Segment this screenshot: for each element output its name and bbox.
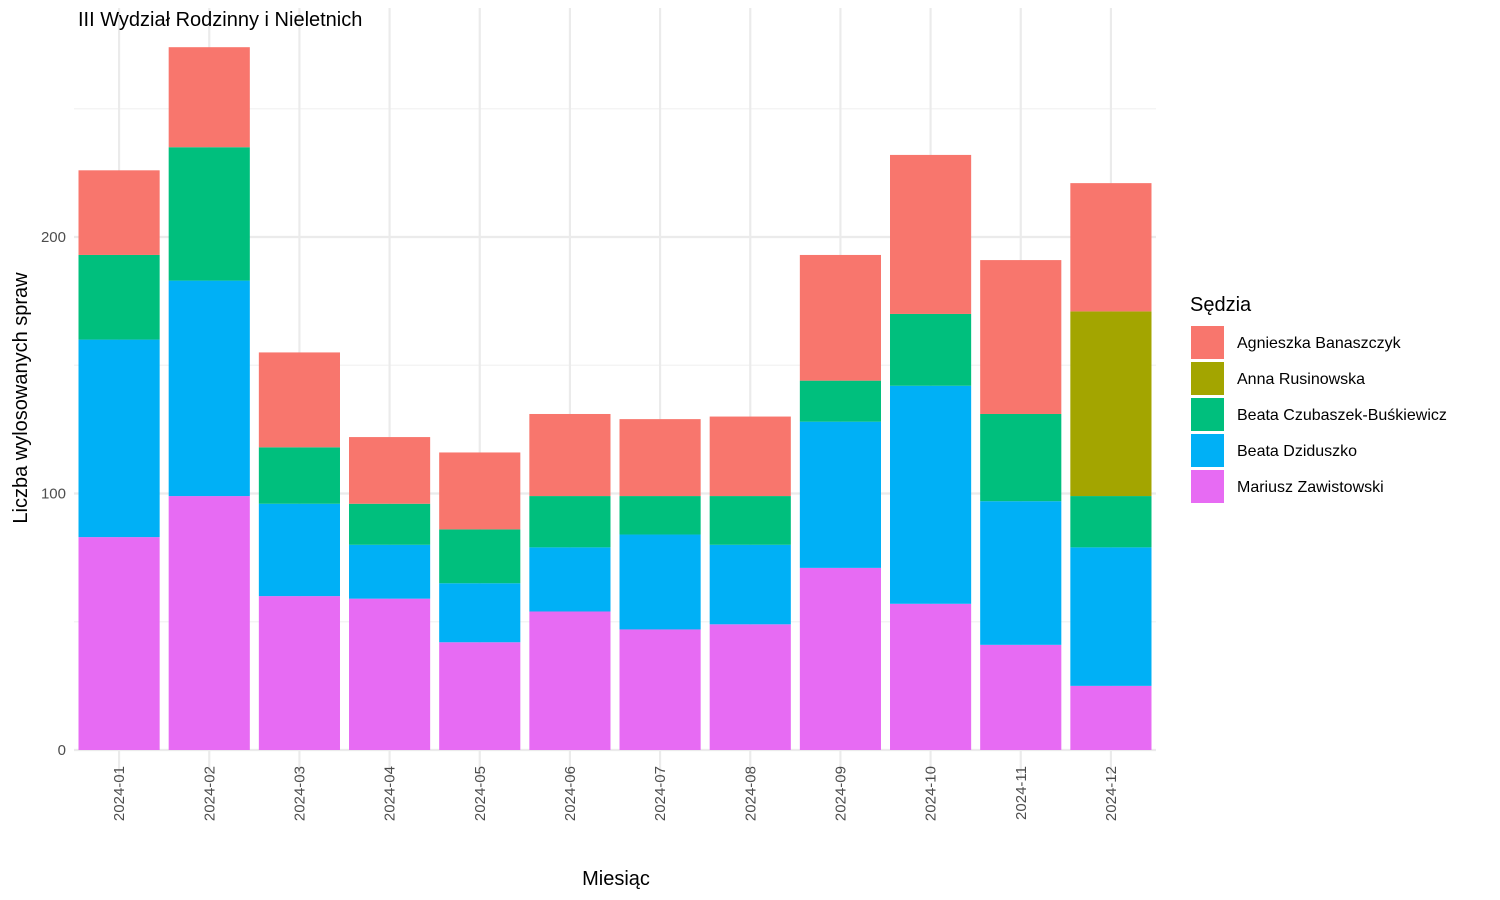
bar-segment: [1070, 685, 1152, 750]
x-axis-title: Miesiąc: [582, 868, 650, 890]
x-tick-label: 2024-07: [652, 766, 669, 821]
y-tick-label: 0: [58, 742, 66, 759]
bar-segment: [799, 421, 881, 568]
bar-segment: [709, 496, 791, 545]
bar-segment: [349, 437, 431, 504]
legend-label: Agnieszka Banaszczyk: [1237, 335, 1402, 352]
bar-segment: [619, 419, 701, 497]
y-axis-title: Liczba wylosowanych spraw: [10, 272, 32, 524]
legend-swatch: [1191, 362, 1224, 395]
bar-segment: [529, 611, 611, 750]
bar-segment: [529, 413, 611, 497]
bars: [78, 47, 1152, 750]
x-tick-label: 2024-11: [1013, 766, 1030, 820]
legend-swatch: [1191, 326, 1224, 359]
bar-segment: [258, 596, 340, 750]
bar-segment: [78, 537, 160, 750]
bar-segment: [799, 380, 881, 422]
bar-segment: [168, 496, 250, 750]
bar-segment: [1070, 183, 1152, 312]
x-tick-label: 2024-10: [923, 766, 940, 821]
x-tick-label: 2024-05: [472, 766, 489, 821]
bar-segment: [709, 416, 791, 497]
bar-segment: [349, 544, 431, 599]
y-axis-ticks: 0 100 200: [41, 229, 66, 759]
bar-segment: [1070, 496, 1152, 548]
bar-segment: [529, 496, 611, 548]
legend-swatch: [1191, 434, 1224, 467]
legend-label: Mariusz Zawistowski: [1237, 479, 1384, 496]
legend: Sędzia Agnieszka Banaszczyk Anna Rusinows…: [1190, 294, 1447, 503]
y-tick-label: 100: [41, 486, 66, 503]
bar-segment: [619, 496, 701, 535]
bar-segment: [619, 534, 701, 630]
bar-segment: [78, 339, 160, 538]
bar-segment: [799, 254, 881, 381]
bar-segment: [439, 583, 521, 643]
bar-segment: [619, 629, 701, 750]
bar-segment: [168, 147, 250, 281]
bar-segment: [1070, 547, 1152, 686]
bar-segment: [980, 413, 1062, 502]
legend-label: Beata Dziduszko: [1237, 443, 1357, 460]
bar-segment: [78, 254, 160, 340]
bar-segment: [709, 544, 791, 625]
x-tick-label: 2024-06: [562, 766, 579, 821]
x-tick-label: 2024-09: [832, 766, 849, 821]
legend-swatch: [1191, 470, 1224, 503]
x-tick-label: 2024-12: [1103, 766, 1120, 821]
bar-segment: [1070, 311, 1152, 497]
chart-title: III Wydział Rodzinny i Nieletnich: [78, 9, 362, 31]
bar-segment: [890, 385, 972, 604]
x-tick-label: 2024-03: [291, 766, 308, 821]
bar-segment: [439, 452, 521, 530]
y-tick-label: 200: [41, 229, 66, 246]
bar-segment: [439, 529, 521, 584]
x-axis-ticks: 2024-01 2024-02 2024-03 2024-04 2024-05 2024-…: [111, 750, 1120, 821]
bar-segment: [168, 280, 250, 497]
bar-segment: [709, 624, 791, 750]
bar-segment: [890, 603, 972, 750]
bar-segment: [980, 644, 1062, 750]
x-tick-label: 2024-08: [742, 766, 759, 821]
bar-segment: [168, 47, 250, 148]
legend-label: Anna Rusinowska: [1237, 371, 1365, 388]
bar-segment: [799, 567, 881, 750]
legend-swatch: [1191, 398, 1224, 431]
legend-label: Beata Czubaszek-Buśkiewicz: [1237, 407, 1447, 424]
bar-segment: [980, 260, 1062, 414]
bar-segment: [890, 154, 972, 314]
bar-segment: [439, 642, 521, 750]
bar-segment: [349, 503, 431, 545]
x-tick-label: 2024-01: [111, 766, 128, 821]
x-tick-label: 2024-04: [382, 766, 399, 821]
bar-segment: [980, 501, 1062, 645]
bar-segment: [258, 447, 340, 504]
bar-segment: [78, 170, 160, 255]
bar-segment: [349, 598, 431, 750]
bar-segment: [258, 352, 340, 448]
x-tick-label: 2024-02: [201, 766, 218, 821]
bar-segment: [529, 547, 611, 612]
bar-segment: [890, 313, 972, 386]
bar-segment: [258, 503, 340, 597]
legend-title: Sędzia: [1190, 294, 1252, 316]
